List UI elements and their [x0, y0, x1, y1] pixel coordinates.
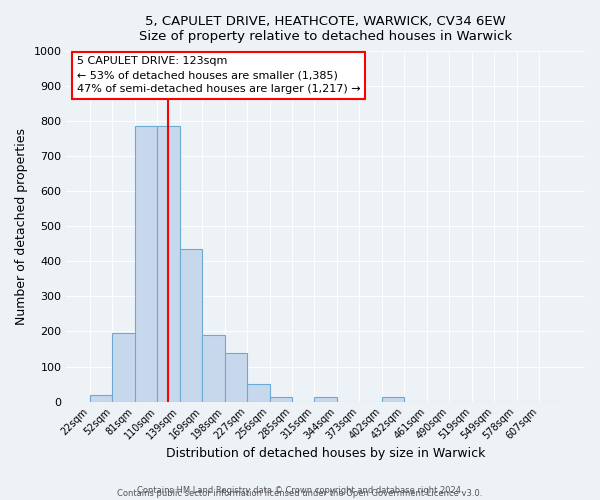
Title: 5, CAPULET DRIVE, HEATHCOTE, WARWICK, CV34 6EW
Size of property relative to deta: 5, CAPULET DRIVE, HEATHCOTE, WARWICK, CV…: [139, 15, 512, 43]
Bar: [180, 249, 202, 402]
Bar: [269, 398, 292, 402]
Bar: [90, 394, 112, 402]
Bar: [314, 398, 337, 402]
Bar: [202, 335, 224, 402]
Text: 5 CAPULET DRIVE: 123sqm
← 53% of detached houses are smaller (1,385)
47% of semi: 5 CAPULET DRIVE: 123sqm ← 53% of detache…: [77, 56, 361, 94]
Bar: [157, 126, 180, 402]
Bar: [382, 398, 404, 402]
Text: Contains HM Land Registry data © Crown copyright and database right 2024.: Contains HM Land Registry data © Crown c…: [137, 486, 463, 495]
Bar: [224, 352, 247, 402]
X-axis label: Distribution of detached houses by size in Warwick: Distribution of detached houses by size …: [166, 447, 485, 460]
Y-axis label: Number of detached properties: Number of detached properties: [15, 128, 28, 325]
Bar: [112, 333, 135, 402]
Bar: [247, 384, 269, 402]
Bar: [135, 126, 157, 402]
Text: Contains public sector information licensed under the Open Government Licence v3: Contains public sector information licen…: [118, 488, 482, 498]
